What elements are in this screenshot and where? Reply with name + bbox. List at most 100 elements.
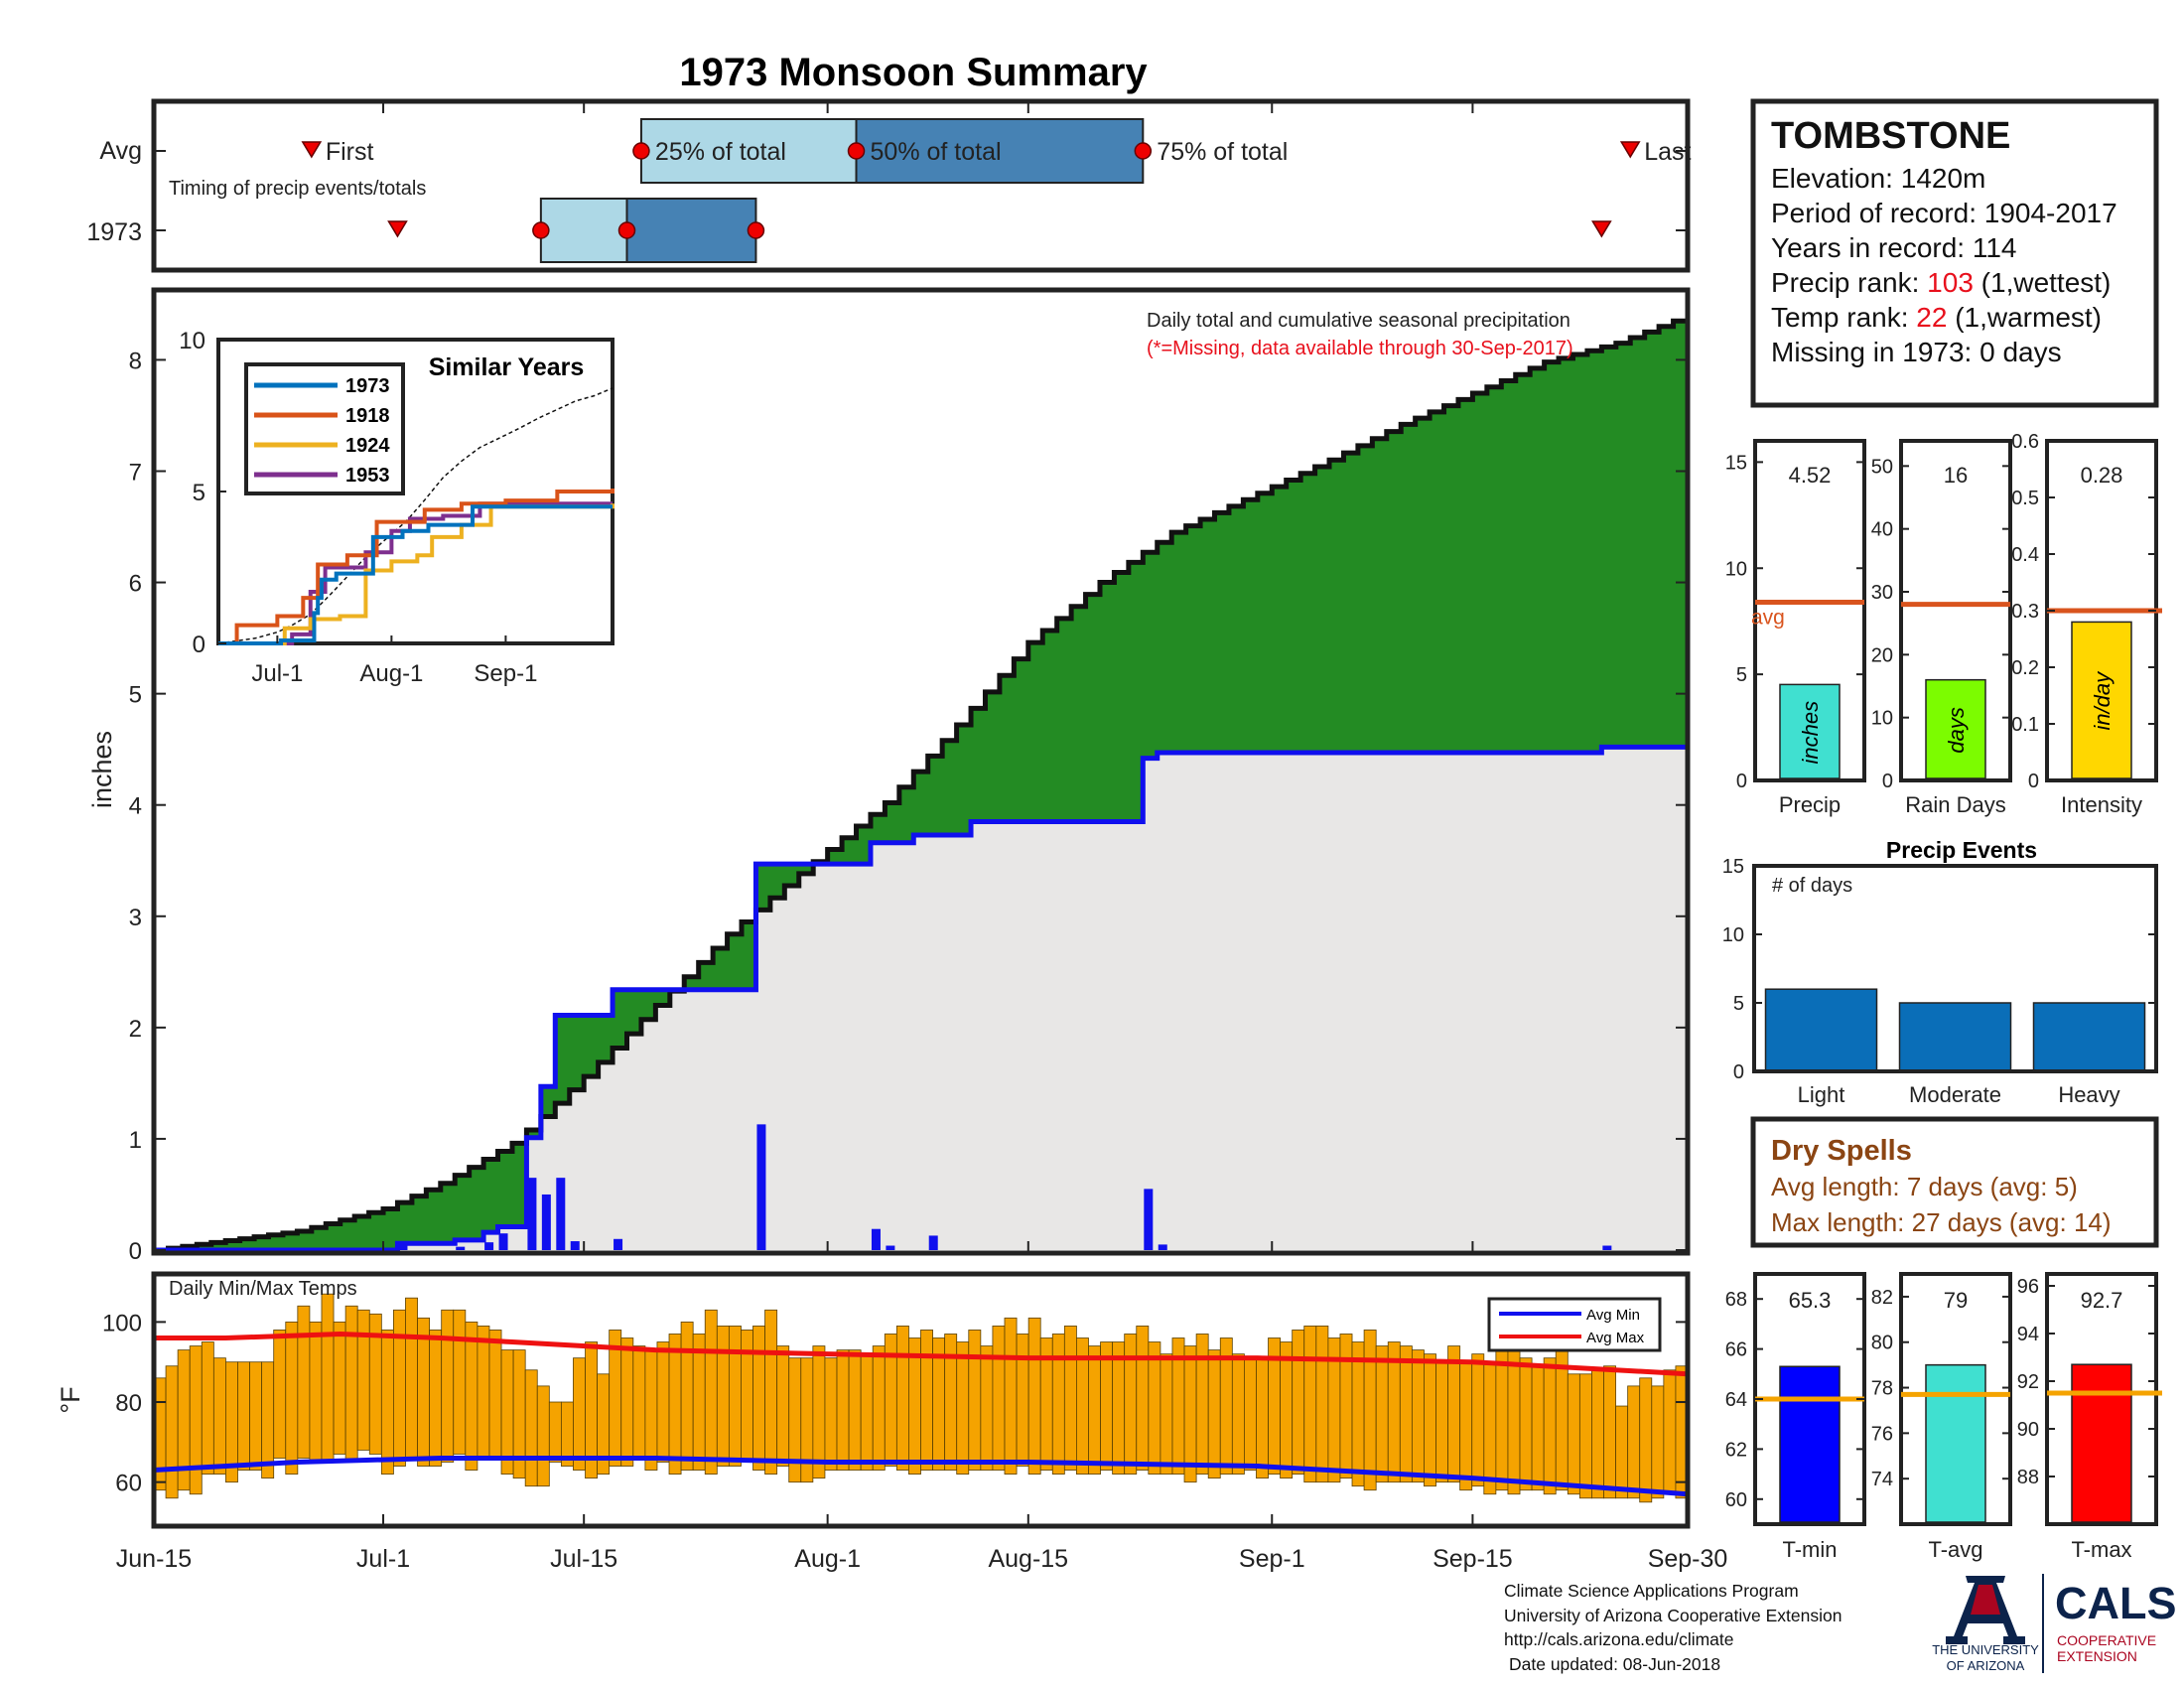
temp-range-bar [405, 1297, 418, 1459]
daily-precip-bar [498, 1233, 508, 1250]
inset-legend-1918: 1918 [345, 405, 390, 427]
panel-category-label: Rain Days [1905, 792, 2005, 817]
dry-spells-box [1750, 1116, 2159, 1248]
temp-range-bar [1483, 1361, 1497, 1495]
temp-range-bar [189, 1345, 203, 1495]
timing-box-50-75 [625, 198, 757, 263]
temp-range-bar [1063, 1326, 1077, 1471]
panel-value-label: 79 [1944, 1288, 1968, 1313]
precip-event-label: Moderate [1909, 1082, 2001, 1107]
panel-y-tick-label: 0.2 [2011, 657, 2039, 679]
daily-precip-bar [928, 1235, 938, 1250]
precip-event-bar-moderate [1898, 1002, 2012, 1072]
timing-row-avg-label: Avg [99, 137, 142, 165]
temp-range-bar [1100, 1341, 1114, 1471]
temp-range-bar [1435, 1361, 1448, 1483]
temp-range-bar [1027, 1317, 1041, 1475]
temp-legend: Avg Min Avg Max [1487, 1297, 1662, 1352]
panel-bar-unit: days [1944, 707, 1969, 753]
temp-range-bar [968, 1330, 982, 1471]
footer-line-2: University of Arizona Cooperative Extens… [1504, 1605, 1843, 1625]
footer-credits: Climate Science Applications Program Uni… [1504, 1579, 1842, 1676]
daily-precip-bar [398, 1243, 408, 1250]
panel-value-label: 65.3 [1789, 1288, 1832, 1313]
x-tick-label: Jul-15 [550, 1545, 617, 1573]
temp-range-bar [453, 1309, 467, 1455]
station-period: Period of record: 1904-2017 [1771, 198, 2117, 228]
temp-range-bar [1112, 1341, 1126, 1475]
x-tick-label: Sep-30 [1648, 1545, 1728, 1573]
events-y-tick-label: 15 [1722, 856, 1744, 878]
temp-range-bar [1471, 1353, 1485, 1487]
timing-box-50-75 [855, 118, 1145, 184]
station-years: Years in record: 114 [1771, 232, 2017, 263]
temp-range-bar [1578, 1373, 1592, 1499]
temp-range-bar [237, 1361, 250, 1471]
temp-range-bar [165, 1365, 179, 1499]
station-info-box [1750, 98, 2159, 408]
temp-range-bar [1615, 1405, 1629, 1499]
daily-precip-bar [556, 1178, 566, 1250]
y-tick-label: 6 [129, 571, 142, 598]
inset-title: Similar Years [429, 353, 585, 381]
precip-event-bar-heavy [2032, 1002, 2146, 1072]
temp-range-bar [895, 1326, 909, 1471]
timing-box-25-50 [639, 118, 858, 184]
inset-y-tick-label: 0 [193, 632, 205, 658]
temp-chart-frame [151, 1271, 1691, 1529]
inset-y-tick-label: 10 [179, 328, 205, 354]
panel-y-tick-label: 5 [1736, 664, 1747, 686]
events-y-tick-label: 0 [1733, 1061, 1744, 1083]
panel-avg-label: avg [1751, 606, 1785, 629]
temp-range-bar [380, 1330, 394, 1475]
precip-event-label: Heavy [2058, 1082, 2119, 1107]
panel-y-tick-label: 64 [1725, 1389, 1747, 1411]
inset-x-tick-label: Sep-1 [474, 660, 537, 687]
cals-wordmark: CALS [2055, 1578, 2177, 1628]
panel-y-tick-label: 20 [1871, 644, 1893, 666]
ua-text-1: THE UNIVERSITY [1932, 1642, 2039, 1657]
cals-sub-1: COOPERATIVE [2057, 1632, 2156, 1648]
panel-y-tick-label: 76 [1871, 1423, 1893, 1445]
temp-range-bar [908, 1337, 921, 1475]
precip-rank-value: 103 [1927, 267, 1974, 298]
y-tick-label: 5 [129, 682, 142, 709]
temp-range-bar [992, 1326, 1006, 1471]
panel-category-label: Precip [1779, 792, 1841, 817]
temp-range-bar [1543, 1357, 1557, 1495]
temp-range-bar [956, 1341, 970, 1475]
panel-category-label: T-min [1783, 1537, 1838, 1562]
temp-range-bar [344, 1305, 358, 1463]
cals-logo: CALS COOPERATIVE EXTENSION [2055, 1578, 2177, 1664]
inset-legend-1973: 1973 [345, 375, 390, 397]
panel-y-tick-label: 62 [1725, 1439, 1747, 1461]
ua-text-2: OF ARIZONA [1947, 1658, 2025, 1673]
inset-x-tick-label: Aug-1 [359, 660, 423, 687]
temp-range-bar [441, 1309, 455, 1463]
similar-years-inset: 0 5 10 Jul-1 Aug-1 Sep-1 1973 1918 1924 1953 Simi… [179, 328, 614, 687]
panel-y-tick-label: 88 [2017, 1467, 2039, 1488]
temp-range-bar [393, 1309, 406, 1467]
temp-range-bar [1399, 1345, 1413, 1483]
temp-y-tick-label: 100 [102, 1310, 142, 1336]
dry-spells-title: Dry Spells [1771, 1135, 1912, 1167]
panel-y-tick-label: 0 [1882, 771, 1893, 792]
panel-y-tick-label: 66 [1725, 1339, 1747, 1361]
panel-value-label: 92.7 [2081, 1288, 2123, 1313]
panel-y-tick-label: 82 [1871, 1287, 1893, 1309]
percentile-marker [1134, 142, 1153, 160]
percentile-marker [617, 221, 636, 239]
panel-value-label: 16 [1944, 463, 1968, 488]
panel-y-tick-label: 90 [2017, 1419, 2039, 1441]
temp-range-bar [848, 1349, 862, 1471]
temp-range-bar [980, 1345, 994, 1471]
panel-y-tick-label: 0.1 [2011, 714, 2039, 736]
station-elevation: Elevation: 1420m [1771, 163, 1986, 194]
temp-range-bar [776, 1345, 790, 1467]
temp-y-tick-label: 60 [115, 1471, 142, 1497]
panel-y-tick-label: 0 [1736, 771, 1747, 792]
percentile-marker [847, 142, 866, 160]
station-missing: Missing in 1973: 0 days [1771, 337, 2062, 367]
panel-bar-unit: inches [1798, 701, 1823, 765]
